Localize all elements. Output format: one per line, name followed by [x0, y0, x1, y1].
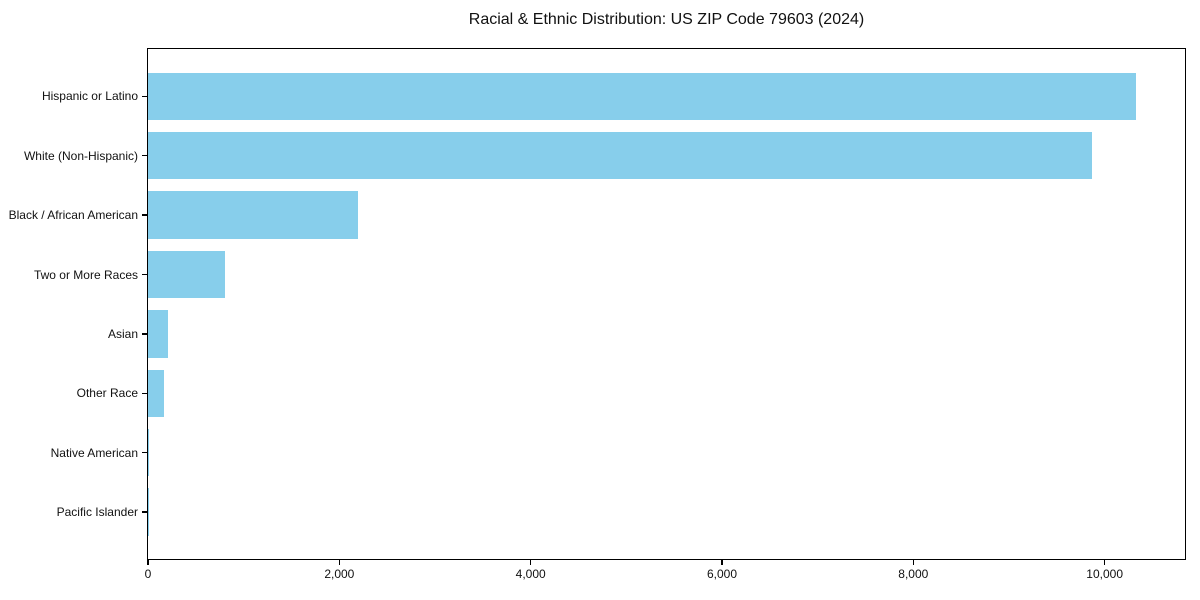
y-tick-label-native-american: Native American	[50, 445, 138, 460]
x-tick-mark	[912, 560, 914, 565]
bar-black-african-american	[148, 191, 358, 239]
y-tick-mark	[142, 511, 147, 513]
x-tick-mark	[338, 560, 340, 565]
plot-area-frame	[147, 48, 1186, 560]
y-tick-label-asian: Asian	[107, 326, 138, 341]
y-tick-mark	[142, 155, 147, 157]
y-tick-mark	[142, 214, 147, 216]
y-tick-label-other-race: Other Race	[76, 386, 138, 401]
y-tick-label-white-non-hispanic: White (Non-Hispanic)	[23, 148, 138, 163]
x-tick-label-6-000: 6,000	[706, 567, 737, 581]
x-tick-label-0: 0	[144, 567, 152, 581]
y-tick-label-pacific-islander: Pacific Islander	[56, 505, 138, 520]
x-tick-label-8-000: 8,000	[898, 567, 929, 581]
x-tick-label-4-000: 4,000	[515, 567, 546, 581]
x-tick-mark	[1103, 560, 1106, 565]
y-tick-mark	[142, 452, 147, 454]
bar-hispanic-or-latino	[148, 72, 1137, 121]
y-tick-mark	[142, 333, 147, 335]
bar-other-race	[148, 369, 165, 418]
y-tick-mark	[142, 392, 147, 394]
y-tick-mark	[142, 95, 147, 97]
x-tick-mark	[147, 560, 149, 565]
bar-white-non-hispanic	[148, 131, 1093, 180]
y-tick-label-hispanic-or-latino: Hispanic or Latino	[41, 89, 138, 104]
bar-asian	[148, 310, 169, 358]
y-tick-label-two-or-more-races: Two or More Races	[33, 267, 138, 282]
bar-two-or-more-races	[148, 250, 225, 299]
x-tick-label-10-000: 10,000	[1086, 567, 1123, 581]
chart-title: Racial & Ethnic Distribution: US ZIP Cod…	[468, 11, 865, 28]
y-tick-mark	[142, 273, 147, 276]
x-tick-label-2-000: 2,000	[324, 567, 355, 581]
y-tick-label-black-african-american: Black / African American	[8, 208, 138, 223]
x-tick-mark	[530, 560, 532, 565]
x-tick-mark	[721, 560, 723, 565]
bar-native-american	[148, 428, 149, 477]
